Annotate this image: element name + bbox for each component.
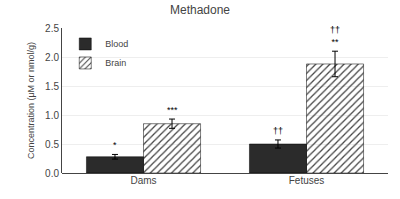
svg-text:Brain: Brain xyxy=(105,58,126,68)
svg-text:1.0: 1.0 xyxy=(45,110,59,121)
svg-text:0.0: 0.0 xyxy=(45,168,59,179)
svg-text:††: †† xyxy=(273,126,283,136)
svg-text:***: *** xyxy=(167,105,178,115)
svg-text:Concentration (μM or nmol/g): Concentration (μM or nmol/g) xyxy=(26,42,36,159)
svg-text:2.5: 2.5 xyxy=(45,23,59,34)
svg-text:0.5: 0.5 xyxy=(45,139,59,150)
svg-text:*: * xyxy=(113,140,117,150)
svg-text:Methadone: Methadone xyxy=(170,3,230,17)
svg-text:Dams: Dams xyxy=(130,175,156,186)
svg-text:2.0: 2.0 xyxy=(45,52,59,63)
svg-text:Blood: Blood xyxy=(105,39,128,49)
svg-text:Fetuses: Fetuses xyxy=(289,175,325,186)
svg-text:††**: ††** xyxy=(330,25,340,47)
svg-text:1.5: 1.5 xyxy=(45,81,59,92)
